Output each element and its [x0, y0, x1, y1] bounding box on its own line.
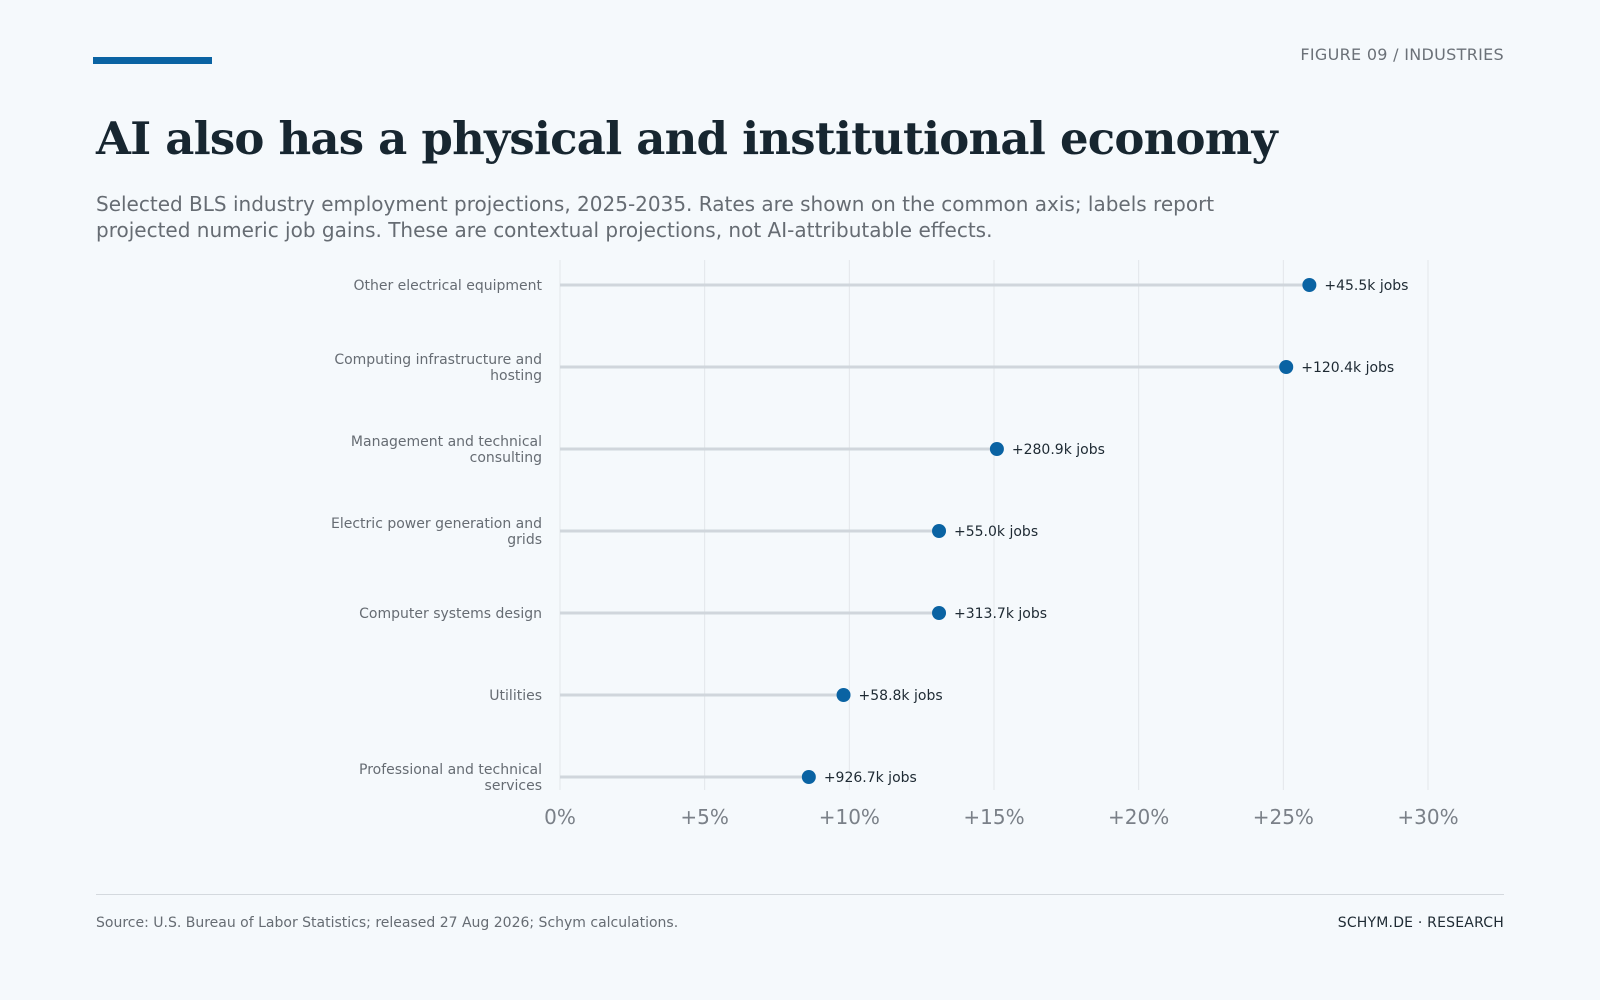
brand-label: SCHYM.DE · RESEARCH — [1337, 915, 1504, 931]
category-label-line: Management and technical — [351, 434, 542, 450]
category-label: Professional and technical services — [359, 762, 542, 794]
footer-divider — [96, 894, 1504, 895]
category-label-line: Electric power generation and — [331, 516, 542, 532]
data-label: +58.8k jobs — [859, 688, 943, 704]
category-label-line: grids — [507, 532, 542, 548]
x-tick-label: +25% — [1253, 805, 1314, 829]
source-note: Source: U.S. Bureau of Labor Statistics;… — [96, 915, 679, 931]
stems — [560, 283, 1310, 779]
category-label: Computer systems design — [359, 606, 542, 622]
category-label: Other electrical equipment — [353, 278, 542, 294]
data-label: +926.7k jobs — [824, 770, 917, 786]
figure-label: FIGURE 09 / INDUSTRIES — [1300, 45, 1504, 64]
x-tick-label: +10% — [819, 805, 880, 829]
chart-title: AI also has a physical and institutional… — [96, 112, 1278, 165]
data-label: +55.0k jobs — [954, 524, 1038, 540]
category-label: Management and technical consulting — [351, 434, 542, 466]
data-point — [932, 524, 947, 538]
data-point — [989, 442, 1004, 456]
data-label: +280.9k jobs — [1012, 442, 1105, 458]
data-label: +120.4k jobs — [1301, 360, 1394, 376]
data-label: +313.7k jobs — [954, 606, 1047, 622]
category-label: Computing infrastructure and hosting — [334, 352, 542, 384]
x-axis-ticks: 0% +5% +10% +15% +20% +25% +30% — [544, 805, 1458, 829]
data-label: +45.5k jobs — [1324, 278, 1408, 294]
category-label-line: Professional and technical — [359, 762, 542, 778]
category-label: Electric power generation and grids — [331, 516, 542, 548]
category-label-line: Utilities — [489, 688, 542, 704]
category-label-line: Computing infrastructure and — [334, 352, 542, 368]
dots — [801, 278, 1317, 784]
data-point — [1302, 278, 1317, 292]
category-label-line: hosting — [490, 368, 542, 384]
x-tick-label: +20% — [1108, 805, 1169, 829]
x-tick-label: +5% — [680, 805, 729, 829]
category-label-line: Other electrical equipment — [353, 278, 542, 294]
data-point — [801, 770, 816, 784]
lollipop-chart: Other electrical equipment Computing infr… — [331, 260, 1459, 829]
x-tick-label: +30% — [1397, 805, 1458, 829]
chart-subtitle: Selected BLS industry employment project… — [96, 192, 1215, 242]
category-label-line: Computer systems design — [359, 606, 542, 622]
category-labels: Other electrical equipment Computing infr… — [331, 278, 542, 794]
data-point — [932, 606, 947, 620]
x-tick-label: +15% — [963, 805, 1024, 829]
grid-lines — [559, 260, 1429, 790]
x-tick-label: 0% — [544, 805, 576, 829]
data-point — [1279, 360, 1294, 374]
category-label-line: services — [485, 778, 542, 794]
category-label-line: consulting — [470, 450, 542, 466]
data-point — [836, 688, 851, 702]
category-label: Utilities — [489, 688, 542, 704]
data-labels: +45.5k jobs +120.4k jobs +280.9k jobs +55.0… — [824, 278, 1409, 786]
accent-bar — [93, 57, 212, 64]
